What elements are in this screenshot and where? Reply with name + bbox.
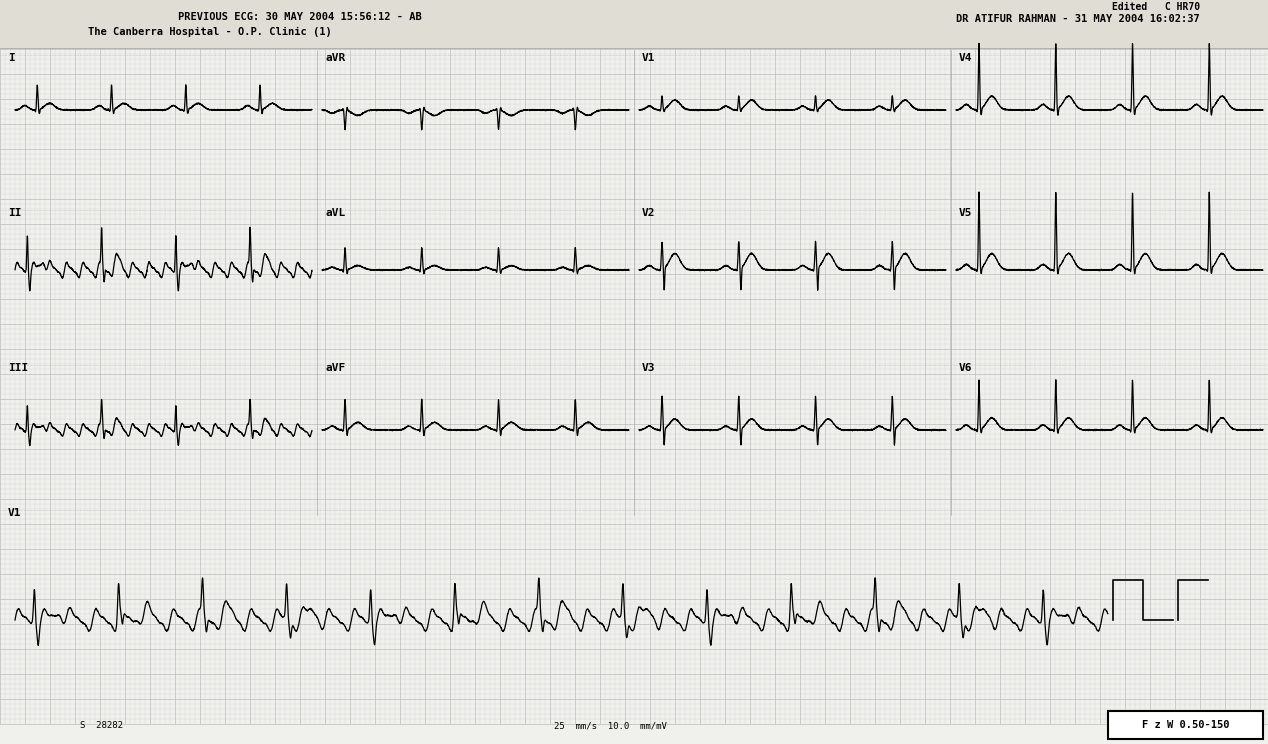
Text: I: I bbox=[8, 53, 15, 63]
Bar bbox=[1108, 711, 1263, 739]
Text: V5: V5 bbox=[959, 208, 973, 218]
Bar bbox=[0, 0, 1268, 48]
Text: V3: V3 bbox=[642, 363, 656, 373]
Text: aVL: aVL bbox=[325, 208, 345, 218]
Text: Edited   C HR70: Edited C HR70 bbox=[1112, 2, 1200, 12]
Text: PREVIOUS ECG: 30 MAY 2004 15:56:12 - AB: PREVIOUS ECG: 30 MAY 2004 15:56:12 - AB bbox=[178, 12, 422, 22]
Text: DR ATIFUR RAHMAN - 31 MAY 2004 16:02:37: DR ATIFUR RAHMAN - 31 MAY 2004 16:02:37 bbox=[956, 14, 1200, 24]
Text: V1: V1 bbox=[8, 508, 22, 518]
Text: S  28282: S 28282 bbox=[80, 722, 123, 731]
Text: F z W 0.50-150: F z W 0.50-150 bbox=[1141, 720, 1229, 730]
Text: aVR: aVR bbox=[325, 53, 345, 63]
Text: 25  mm/s  10.0  mm/mV: 25 mm/s 10.0 mm/mV bbox=[554, 722, 667, 731]
Text: V6: V6 bbox=[959, 363, 973, 373]
Text: V2: V2 bbox=[642, 208, 656, 218]
Text: aVF: aVF bbox=[325, 363, 345, 373]
Text: III: III bbox=[8, 363, 28, 373]
Text: The Canberra Hospital - O.P. Clinic (1): The Canberra Hospital - O.P. Clinic (1) bbox=[87, 27, 332, 37]
Text: V4: V4 bbox=[959, 53, 973, 63]
Text: II: II bbox=[8, 208, 22, 218]
Text: V1: V1 bbox=[642, 53, 656, 63]
